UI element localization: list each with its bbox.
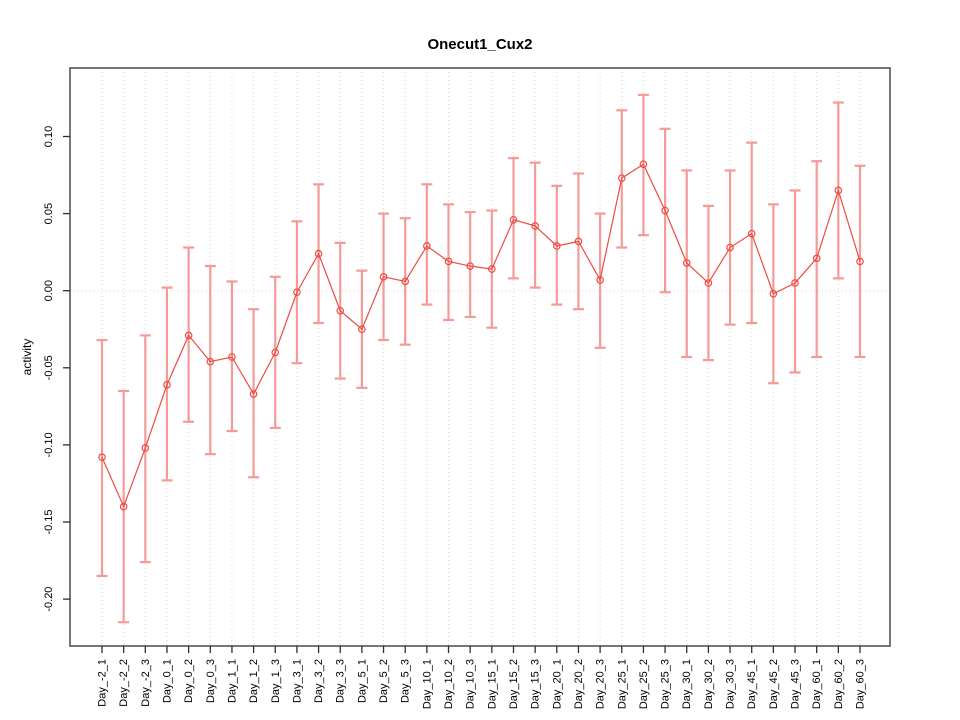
data-point xyxy=(509,215,518,224)
x-tick-label: Day_20_1 xyxy=(551,659,563,709)
x-tick-label: Day_10_1 xyxy=(421,659,433,709)
x-tick-label: Day_60_1 xyxy=(811,659,823,709)
y-tick-label: -0.15 xyxy=(43,509,55,534)
data-point xyxy=(617,174,626,182)
data-point xyxy=(249,390,258,398)
x-tick-label: Day_60_3 xyxy=(855,659,867,709)
x-tick-label: Day_25_3 xyxy=(660,659,672,709)
data-point xyxy=(769,289,778,298)
x-tick-label: Day_0_2 xyxy=(183,659,195,703)
x-tick-label: Day_45_1 xyxy=(746,659,758,709)
x-tick-label: Day_3_1 xyxy=(291,659,303,703)
x-tick-label: Day_15_3 xyxy=(530,659,542,709)
x-tick-label: Day_25_2 xyxy=(638,659,650,709)
data-point xyxy=(184,331,193,340)
data-point xyxy=(596,276,604,284)
y-tick-label: 0.05 xyxy=(43,203,55,224)
data-point xyxy=(726,243,734,252)
x-tick-label: Day_3_2 xyxy=(313,659,325,703)
x-tick-label: Day_60_2 xyxy=(833,659,845,709)
x-tick-label: Day_5_2 xyxy=(378,659,390,703)
x-tick-label: Day_20_3 xyxy=(595,659,607,709)
data-point xyxy=(206,357,215,366)
y-tick-label: 0.10 xyxy=(43,126,55,147)
data-point xyxy=(163,380,171,389)
data-point xyxy=(271,348,280,357)
x-tick-label: Day_25_1 xyxy=(616,659,628,709)
data-point xyxy=(682,259,691,267)
x-tick-label: Day_45_2 xyxy=(768,659,780,709)
x-tick-label: Day_10_2 xyxy=(443,659,455,709)
y-tick-label: 0.00 xyxy=(43,280,55,301)
data-point xyxy=(488,265,496,273)
data-point xyxy=(531,222,539,230)
x-tick-label: Day_1_3 xyxy=(270,659,282,703)
data-point xyxy=(401,277,410,286)
x-tick-label: Day_3_3 xyxy=(335,659,347,703)
data-point xyxy=(98,453,106,462)
data-point xyxy=(379,273,388,281)
data-point xyxy=(314,249,323,258)
x-tick-label: Day_30_2 xyxy=(703,659,715,709)
data-point xyxy=(791,279,799,287)
data-point xyxy=(358,325,366,334)
data-point xyxy=(293,288,301,297)
data-point xyxy=(119,502,128,511)
data-point xyxy=(423,242,431,250)
x-tick-label: Day_10_3 xyxy=(465,659,477,709)
data-point xyxy=(336,306,345,315)
data-point xyxy=(552,242,561,250)
x-tick-label: Day_15_1 xyxy=(486,659,498,709)
x-tick-label: Day_20_2 xyxy=(573,659,585,709)
x-tick-label: Day_30_1 xyxy=(681,659,693,709)
data-point xyxy=(574,237,583,246)
y-tick-label: -0.05 xyxy=(43,355,55,380)
y-tick-label: -0.20 xyxy=(43,587,55,612)
x-tick-label: Day_-2_1 xyxy=(97,659,109,707)
data-point xyxy=(704,279,713,287)
data-point xyxy=(812,254,821,263)
x-tick-label: Day_15_2 xyxy=(508,659,520,709)
x-tick-label: Day_0_1 xyxy=(161,659,173,703)
data-point xyxy=(834,186,843,195)
data-point xyxy=(661,206,669,215)
data-point xyxy=(466,262,474,270)
data-point xyxy=(747,229,756,238)
y-tick-label: -0.10 xyxy=(43,432,55,457)
x-tick-label: Day_0_3 xyxy=(205,659,217,703)
x-tick-label: Day_5_1 xyxy=(356,659,368,703)
x-tick-label: Day_1_1 xyxy=(226,659,238,703)
x-tick-label: Day_1_2 xyxy=(248,659,260,703)
x-tick-label: Day_45_3 xyxy=(790,659,802,709)
data-point xyxy=(444,257,453,266)
x-tick-label: Day_-2_2 xyxy=(118,659,130,707)
data-point xyxy=(141,444,150,452)
x-tick-label: Day_30_3 xyxy=(725,659,737,709)
x-tick-label: Day_-2_3 xyxy=(140,659,152,707)
data-point xyxy=(639,160,648,169)
x-tick-label: Day_5_3 xyxy=(400,659,412,703)
chart-title: Onecut1_Cux2 xyxy=(427,36,533,53)
data-point xyxy=(228,353,236,361)
plot-border xyxy=(69,67,891,647)
data-point xyxy=(856,257,864,266)
